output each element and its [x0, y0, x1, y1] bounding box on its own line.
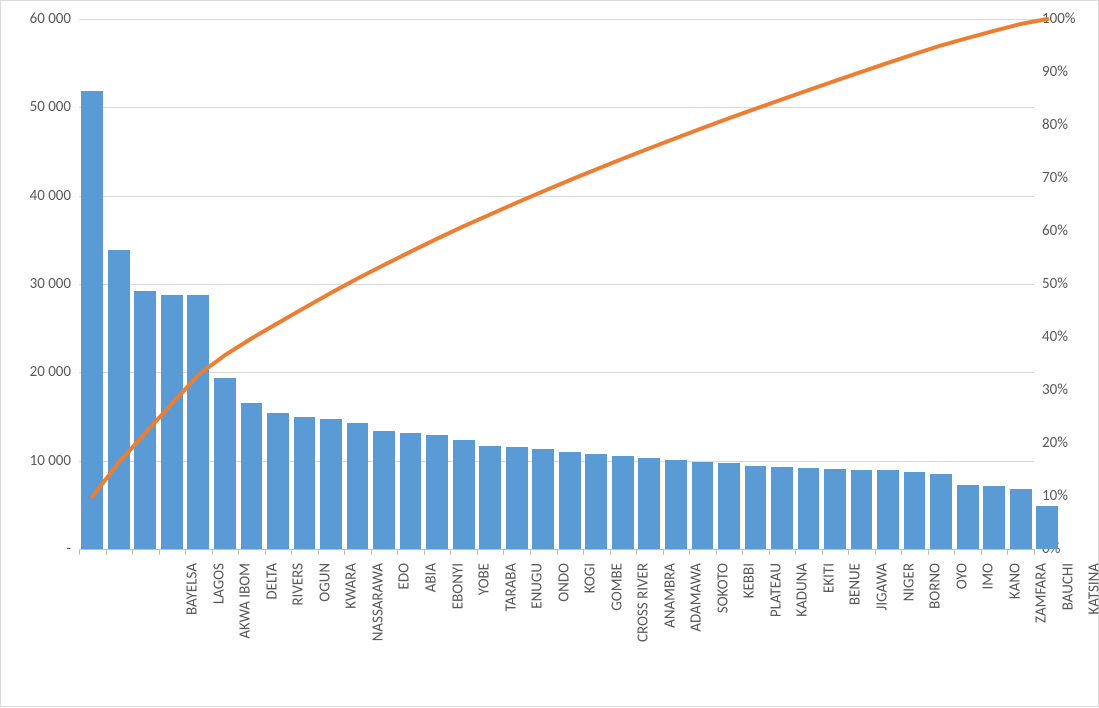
x-category-label: KANO	[1006, 563, 1024, 663]
x-category-label: ABIA	[423, 563, 441, 663]
x-category-label: EKITI	[820, 563, 838, 663]
x-category-label: BAYELSA	[184, 563, 202, 663]
x-category-label: KADUNA	[794, 563, 812, 663]
x-category-label: KEBBI	[741, 563, 759, 663]
x-category-label: ONDO	[555, 563, 573, 663]
x-category-label: DELTA	[263, 563, 281, 663]
x-category-label: SOKOTO	[714, 563, 732, 663]
x-category-label: BENUE	[847, 563, 865, 663]
x-category-label: NASSARAWA	[369, 563, 387, 663]
x-category-label: BORNO	[927, 563, 945, 663]
x-category-label: EBONYI	[449, 563, 467, 663]
x-category-label: OGUN	[316, 563, 334, 663]
x-category-label: GOMBE	[608, 563, 626, 663]
x-category-label: EDO	[396, 563, 414, 663]
x-category-label: AKWA IBOM	[237, 563, 255, 663]
x-category-label: OYO	[953, 563, 971, 663]
x-category-label: NIGER	[900, 563, 918, 663]
x-category-label: KATSINA	[1086, 563, 1099, 663]
x-category-label: LAGOS	[210, 563, 228, 663]
x-category-label: RIVERS	[290, 563, 308, 663]
x-category-label: ENUGU	[529, 563, 547, 663]
x-category-label: KWARA	[343, 563, 361, 663]
x-category-label: ZAMFARA	[1033, 563, 1051, 663]
x-category-label: ANAMBRA	[661, 563, 679, 663]
x-category-label: IMO	[980, 563, 998, 663]
x-category-label: JIGAWA	[873, 563, 891, 663]
x-category-label: ADAMAWA	[688, 563, 706, 663]
x-category-label: KOGI	[582, 563, 600, 663]
x-category-label: YOBE	[476, 563, 494, 663]
x-axis-labels: BAYELSA LAGOS AKWA IBOM DELTA RIVERS OGUN KWAR…	[1, 1, 1099, 708]
chart-frame: -10 00020 00030 00040 00050 00060 000 0%…	[0, 0, 1099, 707]
x-category-label: TARABA	[502, 563, 520, 663]
x-category-label: PLATEAU	[767, 563, 785, 663]
x-category-label: BAUCHI	[1059, 563, 1077, 663]
x-category-label: CROSS RIVER	[635, 563, 653, 663]
